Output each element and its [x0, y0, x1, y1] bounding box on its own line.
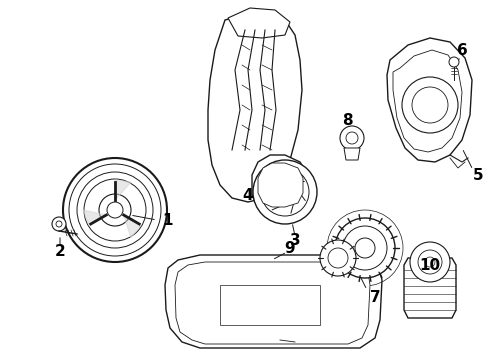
- Polygon shape: [165, 255, 382, 348]
- Polygon shape: [208, 15, 302, 202]
- Circle shape: [346, 132, 358, 144]
- Circle shape: [343, 226, 387, 270]
- Circle shape: [253, 160, 317, 224]
- Text: 7: 7: [369, 291, 380, 306]
- Circle shape: [69, 164, 161, 256]
- Text: 4: 4: [243, 188, 253, 202]
- Circle shape: [328, 248, 348, 268]
- Circle shape: [412, 87, 448, 123]
- Text: 3: 3: [290, 233, 300, 248]
- Circle shape: [425, 257, 435, 267]
- Text: 9: 9: [285, 240, 295, 256]
- Circle shape: [340, 126, 364, 150]
- Circle shape: [273, 180, 297, 204]
- Polygon shape: [404, 258, 456, 318]
- Circle shape: [77, 172, 153, 248]
- Circle shape: [449, 57, 459, 67]
- Polygon shape: [123, 215, 141, 238]
- Polygon shape: [115, 180, 131, 200]
- Text: 1: 1: [163, 212, 173, 228]
- Circle shape: [335, 218, 395, 278]
- Text: 8: 8: [342, 113, 352, 127]
- Circle shape: [355, 238, 375, 258]
- Circle shape: [56, 221, 62, 227]
- Circle shape: [410, 242, 450, 282]
- Circle shape: [63, 158, 167, 262]
- Polygon shape: [393, 50, 462, 152]
- Text: 10: 10: [419, 257, 441, 273]
- Circle shape: [99, 194, 131, 226]
- Circle shape: [107, 202, 123, 218]
- Circle shape: [418, 250, 442, 274]
- Circle shape: [320, 240, 356, 276]
- Text: 5: 5: [473, 167, 483, 183]
- Polygon shape: [220, 285, 320, 325]
- Polygon shape: [175, 262, 370, 344]
- Circle shape: [402, 77, 458, 133]
- Polygon shape: [387, 38, 472, 162]
- Text: 6: 6: [457, 42, 467, 58]
- Circle shape: [52, 217, 66, 231]
- Text: 2: 2: [54, 244, 65, 260]
- Circle shape: [261, 168, 309, 216]
- Polygon shape: [258, 163, 303, 207]
- Polygon shape: [228, 8, 290, 38]
- Polygon shape: [83, 210, 106, 225]
- Polygon shape: [344, 148, 360, 160]
- Circle shape: [84, 179, 146, 241]
- Polygon shape: [252, 155, 308, 215]
